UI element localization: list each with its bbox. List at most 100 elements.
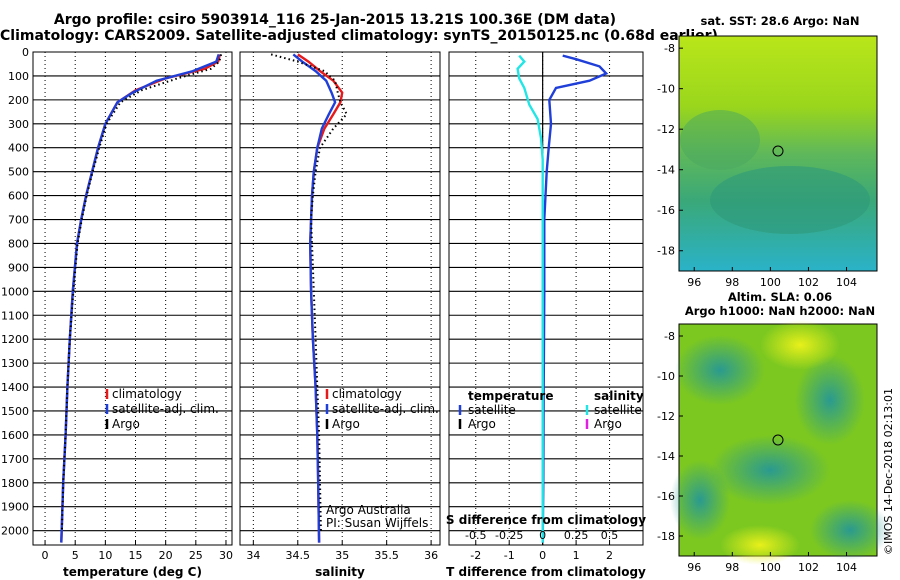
depth-tick-label: 1100 — [1, 309, 29, 322]
x-axis-label: T difference from climatology — [446, 565, 646, 579]
legend-label: satellite — [594, 403, 642, 417]
x-tick-label: 1 — [573, 549, 580, 562]
legend-label: Argo — [112, 417, 140, 431]
map-x-tick-label: 96 — [687, 561, 701, 574]
depth-tick-label: 800 — [8, 237, 29, 250]
map-y-tick-label: -8 — [664, 330, 675, 343]
map-x-tick-label: 100 — [760, 561, 781, 574]
map-y-tick-label: -16 — [657, 490, 675, 503]
figure-title-line1: Argo profile: csiro 5903914_116 25-Jan-2… — [53, 12, 617, 28]
sst-map-title: sat. SST: 28.6 Argo: NaN — [700, 14, 860, 28]
legend-label: satellite — [468, 403, 516, 417]
map-x-tick-label: 102 — [798, 561, 819, 574]
difference-panel: -2 -1 0 1 2 T difference from climatology -0.5… — [446, 51, 646, 579]
x-tick-label: 34.5 — [286, 549, 311, 562]
x-axis-label: salinity — [315, 565, 365, 579]
map-x-tick-label: 98 — [725, 561, 739, 574]
temperature-panel: 0 5 10 15 20 25 30 temperature (deg C) 0 100 200 30… — [1, 46, 233, 579]
legend-title: salinity — [594, 389, 644, 403]
sla-map-title-line1: Altim. SLA: 0.06 — [727, 290, 833, 304]
legend-label: Argo — [332, 417, 360, 431]
map-x-tick-label: 100 — [760, 276, 781, 289]
legend-title: temperature — [468, 389, 553, 403]
depth-tick-label: 1500 — [1, 405, 29, 418]
x-tick-label: 2 — [606, 549, 613, 562]
map-y-tick-label: -18 — [657, 245, 675, 258]
depth-tick-label: 1600 — [1, 429, 29, 442]
map-y-tick-label: -12 — [657, 123, 675, 136]
depth-tick-label: 1900 — [1, 501, 29, 514]
depth-tick-label: 700 — [8, 214, 29, 227]
x-tick-label: 0 — [539, 549, 546, 562]
depth-tick-label: 500 — [8, 166, 29, 179]
legend-label: climatology — [332, 387, 402, 401]
series-line — [60, 54, 223, 531]
map-x-tick-label: 102 — [798, 276, 819, 289]
map-y-tick-label: -10 — [657, 370, 675, 383]
depth-tick-label: 400 — [8, 142, 29, 155]
depth-tick-label: 1400 — [1, 381, 29, 394]
legend-label: climatology — [112, 387, 182, 401]
x-axis-label-salinity: S difference from climatology — [446, 513, 646, 527]
legend-label: satellite-adj. clim. — [112, 402, 219, 416]
sla-map-title-line2: Argo h1000: NaN h2000: NaN — [684, 304, 876, 318]
x-tick-label: 20 — [159, 549, 173, 562]
legend-label: Argo — [468, 417, 496, 431]
depth-tick-label: 1700 — [1, 453, 29, 466]
series-line — [516, 54, 544, 543]
legend-label: Argo — [594, 417, 622, 431]
depth-tick-label: 300 — [8, 118, 29, 131]
x-tick-label: -1 — [504, 549, 515, 562]
x-axis-label: temperature (deg C) — [63, 565, 202, 579]
argo-location-marker — [772, 145, 784, 157]
map-x-tick-label: 98 — [725, 276, 739, 289]
x-tick-label-salinity: 0 — [539, 529, 546, 542]
series-line — [292, 53, 337, 543]
depth-tick-label: 2000 — [1, 525, 29, 538]
figure-title-line2: Climatology: CARS2009. Satellite-adjuste… — [0, 28, 718, 44]
depth-tick-label: 0 — [22, 46, 29, 59]
map-y-tick-label: -12 — [657, 410, 675, 423]
x-tick-label: 30 — [219, 549, 233, 562]
depth-tick-label: 200 — [8, 94, 29, 107]
plot-frame — [448, 51, 644, 546]
map-x-tick-label: 104 — [836, 276, 857, 289]
depth-tick-label: 1000 — [1, 285, 29, 298]
depth-tick-label: 1200 — [1, 333, 29, 346]
plot-frame — [239, 51, 441, 546]
x-tick-label: 36 — [424, 549, 438, 562]
x-tick-label: 0 — [42, 549, 49, 562]
map-y-tick-label: -16 — [657, 204, 675, 217]
x-tick-label: -2 — [470, 549, 481, 562]
map-y-tick-label: -14 — [657, 164, 675, 177]
x-tick-label: 35.5 — [374, 549, 399, 562]
annotation-text: PI: Susan Wijffels — [326, 516, 428, 530]
x-tick-label: 25 — [189, 549, 203, 562]
x-tick-label: 15 — [129, 549, 143, 562]
map-x-tick-label: 104 — [836, 561, 857, 574]
annotation-text: Argo Australia — [326, 503, 411, 517]
depth-tick-label: 600 — [8, 190, 29, 203]
legend-label: satellite-adj. clim. — [332, 402, 439, 416]
depth-tick-label: 900 — [8, 261, 29, 274]
argo-location-marker-sla — [772, 434, 784, 446]
sst-map: 96 98 100 102 104 -8 -10 -12 -14 -16 -18 — [657, 35, 878, 289]
map-y-tick-label: -14 — [657, 450, 675, 463]
x-tick-label: 10 — [98, 549, 112, 562]
x-tick-label-salinity: -0.5 — [465, 529, 486, 542]
x-tick-label: 5 — [72, 549, 79, 562]
plot-frame — [32, 51, 233, 546]
map-y-tick-label: -18 — [657, 530, 675, 543]
x-tick-label-salinity: 0.5 — [601, 529, 619, 542]
map-y-tick-label: -8 — [664, 42, 675, 55]
x-tick-label: 35 — [335, 549, 349, 562]
timestamp: ©IMOS 14-Dec-2018 02:13:01 — [882, 388, 895, 555]
x-tick-label: 34 — [246, 549, 260, 562]
sla-map: 96 98 100 102 104 -8 -10 -12 -14 -16 -18 — [657, 320, 890, 574]
depth-tick-label: 1800 — [1, 477, 29, 490]
x-tick-label-salinity: -0.25 — [495, 529, 523, 542]
depth-tick-label: 1300 — [1, 357, 29, 370]
map-x-tick-label: 96 — [687, 276, 701, 289]
map-y-tick-label: -10 — [657, 83, 675, 96]
